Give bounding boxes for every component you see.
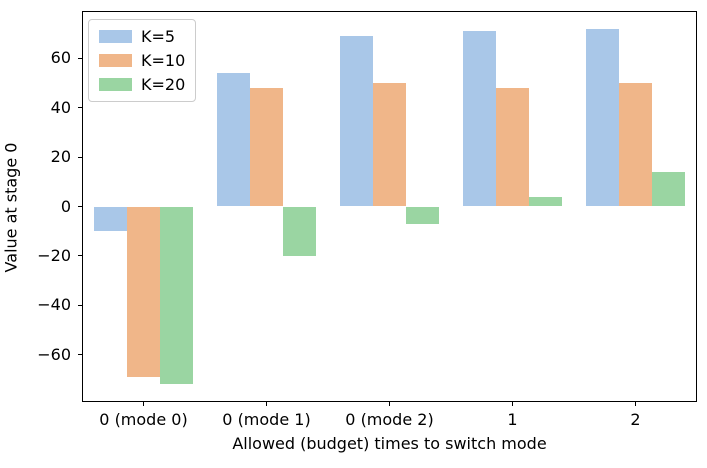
legend-swatch-k20-icon: [99, 78, 132, 91]
legend-label: K=10: [141, 51, 186, 70]
x-tick-label: 1: [507, 410, 518, 429]
y-tick-label: 40: [50, 97, 71, 117]
bar-k10-group0: [127, 206, 160, 377]
legend-swatch-k5-icon: [99, 30, 132, 43]
bar-k20-group3: [528, 196, 562, 207]
y-tick-label: −40: [37, 295, 71, 315]
bar-k20-group0: [159, 206, 193, 385]
bar-k20-group1: [282, 206, 316, 256]
x-tick-mark: [512, 402, 513, 406]
bar-k10-group1: [250, 88, 283, 207]
x-tick-mark: [266, 402, 267, 406]
y-tick-mark: [78, 354, 82, 356]
y-tick-label: 0: [60, 196, 71, 216]
bar-k5-group1: [217, 73, 251, 207]
x-tick-mark: [635, 402, 636, 406]
x-tick-label: 0 (mode 0): [99, 410, 188, 429]
legend-item: K=10: [99, 52, 185, 69]
bar-k20-group2: [405, 206, 439, 224]
bar-k10-group4: [619, 83, 652, 207]
bar-k10-group3: [496, 88, 529, 207]
legend-swatch-k10-icon: [99, 54, 132, 67]
x-tick-mark: [389, 402, 390, 406]
y-tick-mark: [78, 206, 82, 207]
bar-k5-group3: [463, 31, 497, 207]
y-tick-mark: [78, 107, 82, 109]
y-tick-mark: [78, 304, 82, 306]
y-axis-label: Value at stage 0: [1, 142, 21, 273]
legend: K=5 K=10 K=20: [88, 19, 197, 102]
legend-item: K=20: [99, 76, 185, 93]
y-tick-label: −60: [37, 344, 71, 364]
y-tick-mark: [78, 255, 82, 257]
x-tick-label: 0 (mode 2): [345, 410, 434, 429]
x-tick-mark: [143, 402, 144, 406]
y-tick-label: 60: [50, 48, 71, 68]
bar-k5-group2: [340, 36, 374, 207]
y-tick-mark: [78, 156, 82, 158]
bar-k5-group0: [94, 206, 128, 232]
bar-k20-group4: [651, 171, 685, 207]
x-tick-label: 2: [630, 410, 641, 429]
y-tick-mark: [78, 57, 82, 59]
legend-label: K=5: [141, 27, 176, 46]
y-tick-label: 20: [50, 147, 71, 167]
x-axis-label: Allowed (budget) times to switch mode: [232, 434, 547, 453]
x-tick-label: 0 (mode 1): [222, 410, 311, 429]
legend-label: K=20: [141, 75, 186, 94]
bar-k10-group2: [373, 83, 406, 207]
legend-item: K=5: [99, 28, 185, 45]
bar-k5-group4: [586, 28, 620, 207]
y-tick-label: −20: [37, 245, 71, 265]
